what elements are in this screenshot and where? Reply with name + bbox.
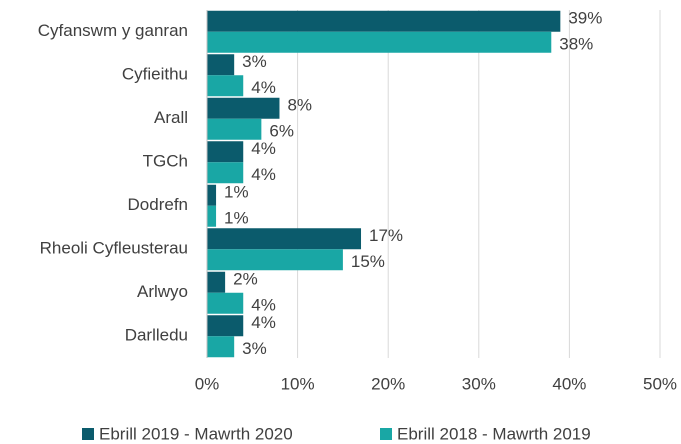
bar: [207, 228, 362, 250]
bar: [207, 184, 217, 206]
data-label: 1%: [224, 209, 249, 228]
bar: [207, 315, 244, 337]
y-tick-label: TGCh: [143, 152, 188, 171]
bar: [207, 75, 244, 97]
data-label: 3%: [242, 339, 267, 358]
y-tick-label: Darlledu: [125, 326, 188, 345]
data-label: 8%: [287, 96, 312, 115]
data-label: 6%: [269, 122, 294, 141]
bar: [207, 31, 552, 53]
x-tick-label: 10%: [281, 374, 315, 393]
bar: [207, 205, 217, 227]
y-tick-label: Cyfanswm y ganran: [38, 21, 188, 40]
bar: [207, 54, 235, 76]
bar: [207, 271, 226, 293]
legend-swatch: [82, 428, 94, 440]
legend-label: Ebrill 2019 - Mawrth 2020: [99, 424, 293, 443]
x-tick-label: 40%: [552, 374, 586, 393]
data-label: 4%: [251, 78, 276, 97]
data-label: 1%: [224, 183, 249, 202]
bar: [207, 162, 244, 184]
legend-swatch: [380, 428, 392, 440]
bar: [207, 97, 280, 119]
data-label: 15%: [351, 252, 385, 271]
data-label: 4%: [251, 313, 276, 332]
bar: [207, 118, 262, 140]
legend-label: Ebrill 2018 - Mawrth 2019: [397, 424, 591, 443]
y-tick-label: Cyfieithu: [122, 65, 188, 84]
bar: [207, 336, 235, 358]
y-tick-label: Rheoli Cyfleusterau: [40, 239, 188, 258]
bar: [207, 292, 244, 314]
data-label: 4%: [251, 165, 276, 184]
bar: [207, 10, 561, 32]
bar: [207, 249, 343, 271]
data-label: 39%: [568, 9, 602, 28]
x-tick-label: 20%: [371, 374, 405, 393]
y-tick-label: Arlwyo: [137, 282, 188, 301]
data-label: 17%: [369, 226, 403, 245]
y-tick-label: Dodrefn: [128, 195, 188, 214]
data-label: 38%: [559, 35, 593, 54]
data-label: 4%: [251, 139, 276, 158]
data-label: 2%: [233, 270, 258, 289]
y-tick-label: Arall: [154, 108, 188, 127]
x-tick-label: 0%: [195, 374, 220, 393]
x-tick-label: 50%: [643, 374, 677, 393]
data-label: 4%: [251, 296, 276, 315]
x-tick-label: 30%: [462, 374, 496, 393]
bar: [207, 141, 244, 163]
data-label: 3%: [242, 52, 267, 71]
